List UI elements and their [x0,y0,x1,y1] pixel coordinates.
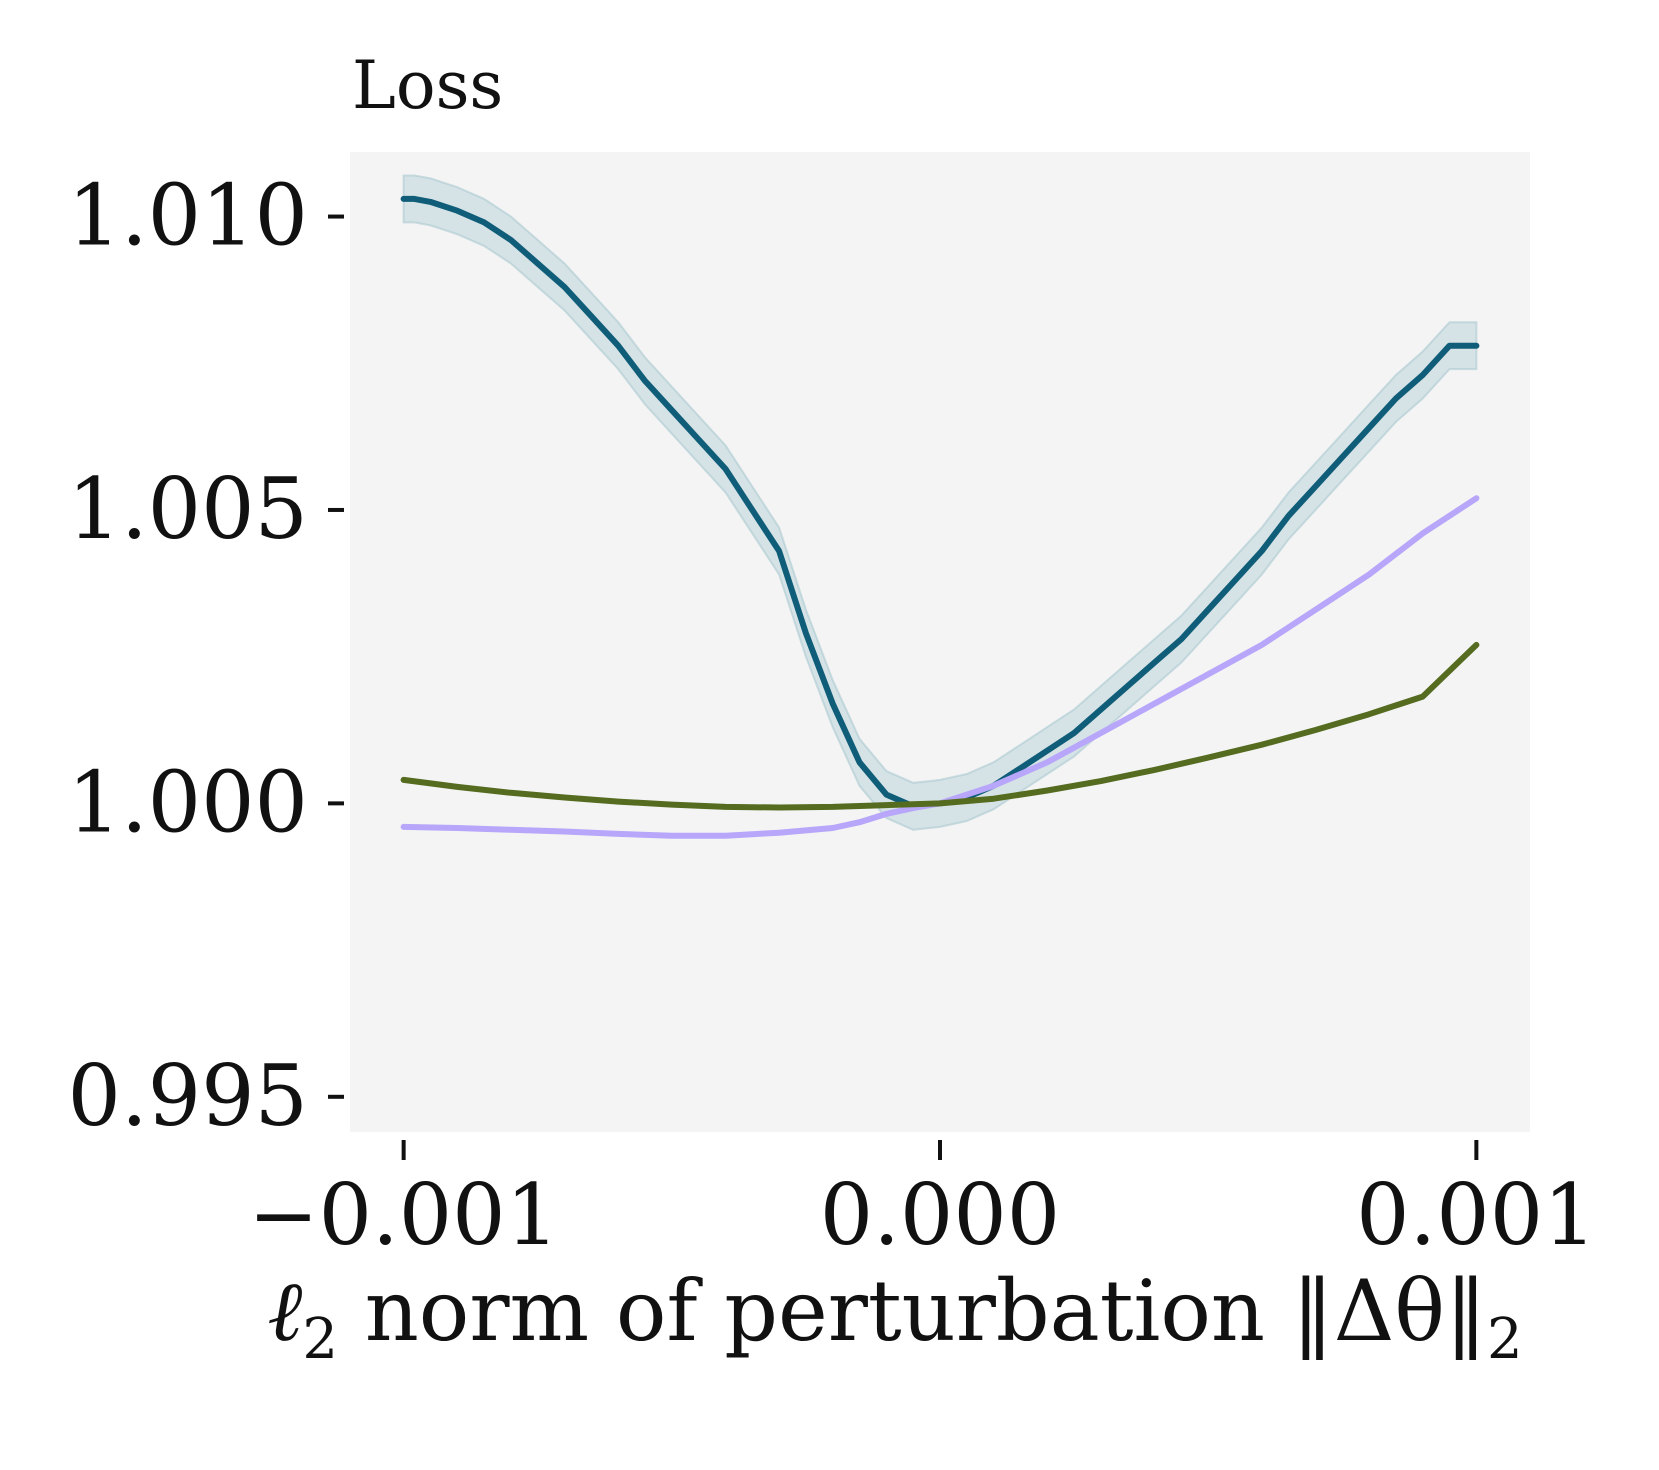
x-axis-title-ell-subscript: 2 [302,1307,338,1372]
x-axis-title-text: norm of perturbation [338,1262,1292,1360]
y-axis: 0.995 1.000 1.005 1.010 [68,167,344,1145]
series-lavender-line [400,495,1480,839]
y-tick-label: 1.005 [68,460,308,558]
x-axis-title-norm: ‖Δθ‖ [1292,1262,1487,1360]
x-tick-label: 0.000 [820,1166,1060,1264]
plot-area [350,152,1530,1132]
y-tick-label: 1.010 [68,167,308,265]
series-olive-line [400,641,1480,811]
x-axis-title-ell: ℓ [267,1262,302,1360]
x-axis: −0.001 0.000 0.001 [248,1140,1597,1264]
y-tick-label: 0.995 [68,1047,308,1145]
x-tick-label: 0.001 [1356,1166,1596,1264]
x-axis-title-norm-subscript: 2 [1487,1307,1523,1372]
x-tick-label: −0.001 [248,1166,559,1264]
y-tick-label: 1.000 [68,753,308,851]
series-lines [400,195,1480,839]
chart-title: Loss [352,47,503,124]
x-axis-title: ℓ2 norm of perturbation ‖Δθ‖2 [267,1262,1522,1372]
